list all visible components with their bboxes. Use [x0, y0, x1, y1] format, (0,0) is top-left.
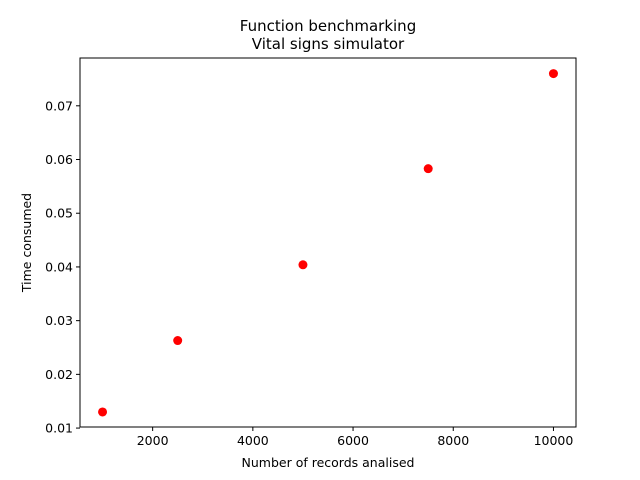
y-tick-label: 0.05 [45, 206, 73, 221]
x-tick-label: 4000 [237, 433, 269, 448]
y-tick-label: 0.02 [45, 367, 73, 382]
data-point [173, 336, 183, 346]
y-axis-ticks: 0.01 0.02 0.03 0.04 0.05 0.06 0.07 [45, 98, 80, 436]
y-tick-label: 0.01 [45, 421, 73, 436]
x-tick-label: 8000 [437, 433, 469, 448]
chart-title: Function benchmarking [240, 17, 416, 35]
y-tick-label: 0.07 [45, 98, 73, 113]
y-tick-label: 0.04 [45, 259, 73, 274]
x-axis-label: Number of records analised [242, 455, 415, 470]
data-point [548, 69, 558, 79]
data-points [98, 69, 558, 417]
data-point [298, 260, 308, 270]
x-tick-label: 2000 [137, 433, 169, 448]
x-tick-label: 10000 [534, 433, 574, 448]
x-tick-label: 6000 [337, 433, 369, 448]
data-point [423, 164, 433, 174]
y-axis-label: Time consumed [19, 193, 34, 293]
chart-subtitle: Vital signs simulator [252, 35, 405, 53]
y-tick-label: 0.03 [45, 313, 73, 328]
data-point [98, 407, 108, 417]
y-tick-label: 0.06 [45, 152, 73, 167]
plot-area-frame [79, 57, 577, 428]
x-axis-ticks: 2000 4000 6000 8000 10000 [137, 427, 574, 448]
